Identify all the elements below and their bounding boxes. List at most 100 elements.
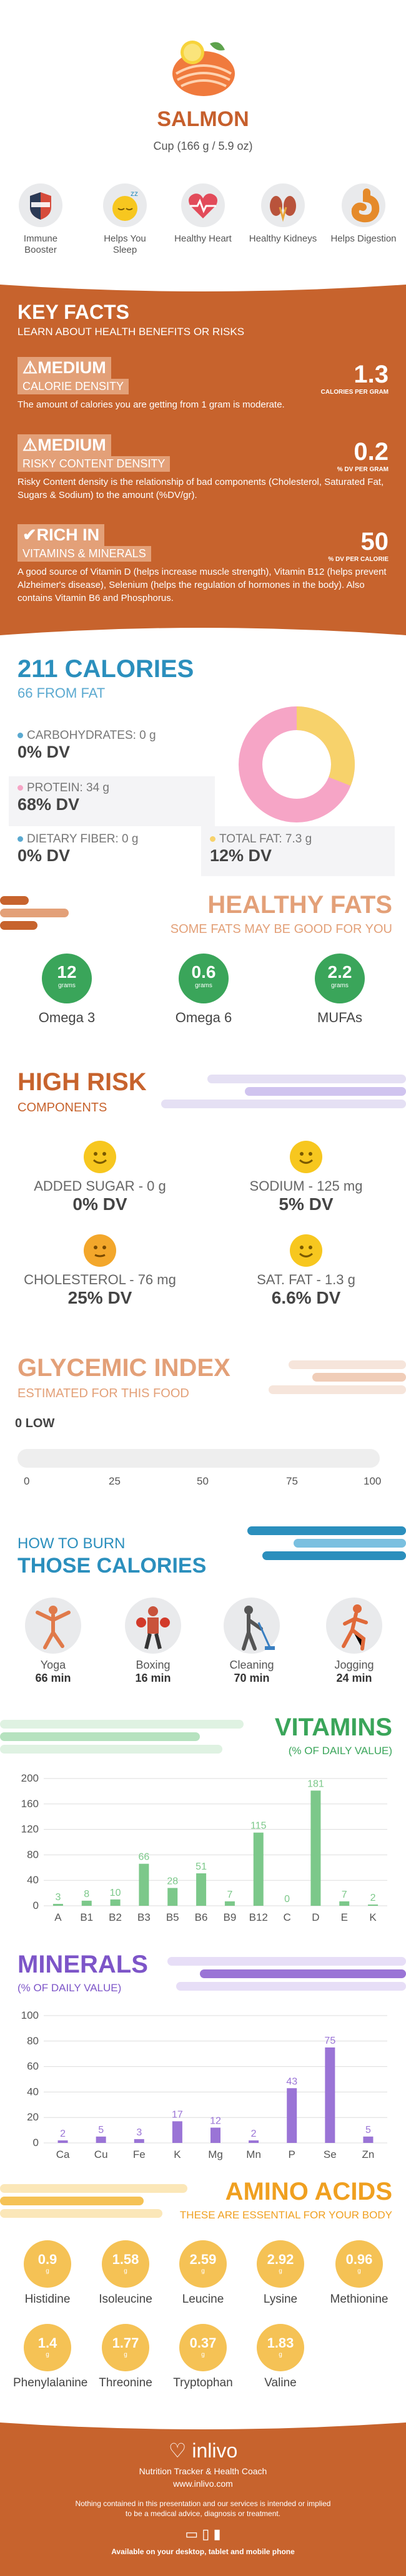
amino-subtitle: THESE ARE ESSENTIAL FOR YOUR BODY <box>179 2209 392 2221</box>
risk-cholesterol: CHOLESTEROL - 76 mg 25% DV <box>19 1234 181 1308</box>
vitamins-chart: 0 40 80 120 160 200 3 A 8 B1 10 B2 66 B3 28 B5 51 B6 7 B9 11… <box>21 1772 387 1923</box>
happy-face-icon <box>84 1141 116 1173</box>
bar <box>363 2136 374 2143</box>
x-tick-label: Zn <box>362 2149 375 2160</box>
amino-badge: 1.77 g <box>102 2324 149 2371</box>
benefit-label: Healthy Heart <box>174 233 232 244</box>
bar <box>310 1790 321 1906</box>
amino-item: 1.4 g Phenylalanine <box>13 2324 87 2390</box>
bar-value-label: 51 <box>196 1861 207 1872</box>
amino-item: 1.77 g Threonine <box>91 2324 160 2390</box>
amino-badge: 1.4 g <box>24 2324 71 2371</box>
tick-25: 25 <box>109 1475 121 1487</box>
key-facts-title: KEY FACTS <box>17 301 129 323</box>
serving-size: Cup (166 g / 5.9 oz) <box>153 140 253 152</box>
x-tick-label: C <box>283 1911 290 1923</box>
glycemic-title: GLYCEMIC INDEX <box>17 1354 230 1382</box>
burn-title-big: THOSE CALORIES <box>17 1554 207 1578</box>
benefit-label: Immune Booster <box>23 233 58 255</box>
amino-badge: 2.92 g <box>257 2240 304 2288</box>
amino-item: 0.37 g Tryptophan <box>169 2324 237 2390</box>
calories-title: 211 CALORIES <box>17 655 194 683</box>
fact-value: 50 <box>360 528 389 555</box>
vitamins-title: VITAMINS <box>274 1714 392 1741</box>
benefit-immune: Immune Booster <box>6 183 75 256</box>
bar <box>249 2140 259 2143</box>
bar <box>57 2140 68 2143</box>
amino-label: Isoleucine <box>99 2293 152 2306</box>
bar-value-label: 17 <box>172 2109 183 2120</box>
footer-url[interactable]: www.inlivo.com <box>173 2479 233 2489</box>
y-tick-label: 60 <box>27 2061 39 2072</box>
svg-text:zz: zz <box>131 189 138 198</box>
devices-icon: ▭ ▯ ▮ <box>185 2526 221 2542</box>
x-tick-label: B3 <box>137 1911 151 1923</box>
fact-level: ✔RICH IN <box>17 524 105 546</box>
x-tick-label: B12 <box>249 1911 268 1923</box>
bar <box>339 1901 350 1906</box>
high-risk-title: HIGH RISK <box>17 1068 147 1096</box>
amino-badge: 0.9 g <box>24 2240 71 2288</box>
glycemic-level: 0 LOW <box>15 1417 55 1430</box>
amino-label: Lysine <box>263 2293 298 2306</box>
amino-badge: 1.83 g <box>257 2324 304 2371</box>
fact-description: Risky Content density is the relationshi… <box>17 477 384 500</box>
tick-100: 100 <box>364 1475 382 1487</box>
boxing-icon <box>125 1598 181 1654</box>
x-tick-label: A <box>54 1911 62 1923</box>
healthy-fats-title: HEALTHY FATS <box>207 891 392 919</box>
x-tick-label: Mn <box>246 2149 261 2160</box>
bar <box>210 2127 220 2143</box>
bar-value-label: 5 <box>98 2125 104 2135</box>
warning-icon: ⚠ <box>22 436 38 454</box>
donut-fat <box>296 706 355 786</box>
bar <box>224 1901 235 1906</box>
glycemic-subtitle: ESTIMATED FOR THIS FOOD <box>17 1387 189 1400</box>
bar <box>81 1900 92 1906</box>
minerals-chart: 0 20 40 60 80 100 2 Ca 5 Cu 3 Fe 17 K 12 Mg 2 Mn 43 P 75 Se 5 Z… <box>21 2009 387 2160</box>
vitamins-subtitle: (% OF DAILY VALUE) <box>288 1745 392 1757</box>
y-tick-label: 40 <box>27 1874 39 1886</box>
y-tick-label: 20 <box>27 2111 39 2123</box>
neutral-face-icon <box>84 1234 116 1267</box>
bar-value-label: 10 <box>110 1888 121 1898</box>
bar-value-label: 115 <box>250 1821 267 1832</box>
x-tick-label: B5 <box>166 1911 179 1923</box>
y-tick-label: 40 <box>27 2086 39 2097</box>
fact-unit: CALORIES PER GRAM <box>320 389 389 396</box>
amino-badge: 1.58 g <box>102 2240 149 2288</box>
fat-dot <box>210 836 215 842</box>
bar <box>253 1832 264 1906</box>
protein: PROTEIN: 34 g 68% DV <box>17 781 109 814</box>
bar-value-label: 28 <box>167 1876 178 1886</box>
fact-calorie-density: ⚠MEDIUM CALORIE DENSITY 1.3 CALORIES PER… <box>17 357 389 411</box>
activity-yoga: Yoga 66 min <box>19 1598 87 1685</box>
fact-unit: % DV PER GRAM <box>337 466 389 473</box>
bar-value-label: 7 <box>227 1890 232 1900</box>
risk-sat-fat: SAT. FAT - 1.3 g 6.6% DV <box>225 1234 387 1308</box>
warning-icon: ⚠ <box>22 358 38 377</box>
benefit-label: Helps You Sleep <box>104 233 146 255</box>
calories-subtitle: 66 FROM FAT <box>17 685 106 701</box>
fiber-dot <box>17 836 23 842</box>
fact-name: VITAMINS & MINERALS <box>17 546 151 562</box>
burn-title-small: HOW TO BURN <box>17 1535 126 1552</box>
x-tick-label: Mg <box>208 2149 223 2160</box>
yoga-icon <box>25 1598 81 1654</box>
fat-bubble-omega6: 0.6 grams <box>179 954 229 1003</box>
fat-bubble-omega3: 12 grams <box>42 954 92 1003</box>
activity-cleaning: Cleaning 70 min <box>217 1598 286 1685</box>
total-fat: TOTAL FAT: 7.3 g 12% DV <box>210 832 312 865</box>
risk-added-sugar: ADDED SUGAR - 0 g 0% DV <box>19 1141 181 1214</box>
amino-label: Methionine <box>330 2293 389 2306</box>
protein-box <box>9 776 215 826</box>
tick-50: 50 <box>197 1475 209 1487</box>
amino-label: Tryptophan <box>173 2376 233 2389</box>
food-title: SALMON <box>157 107 249 131</box>
jogging-icon <box>326 1598 382 1654</box>
x-tick-label: B9 <box>224 1911 237 1923</box>
happy-face-icon <box>290 1234 322 1267</box>
fact-value: 1.3 <box>354 361 389 388</box>
bar <box>368 1904 379 1906</box>
fact-unit: % DV PER CALORIE <box>328 556 389 563</box>
